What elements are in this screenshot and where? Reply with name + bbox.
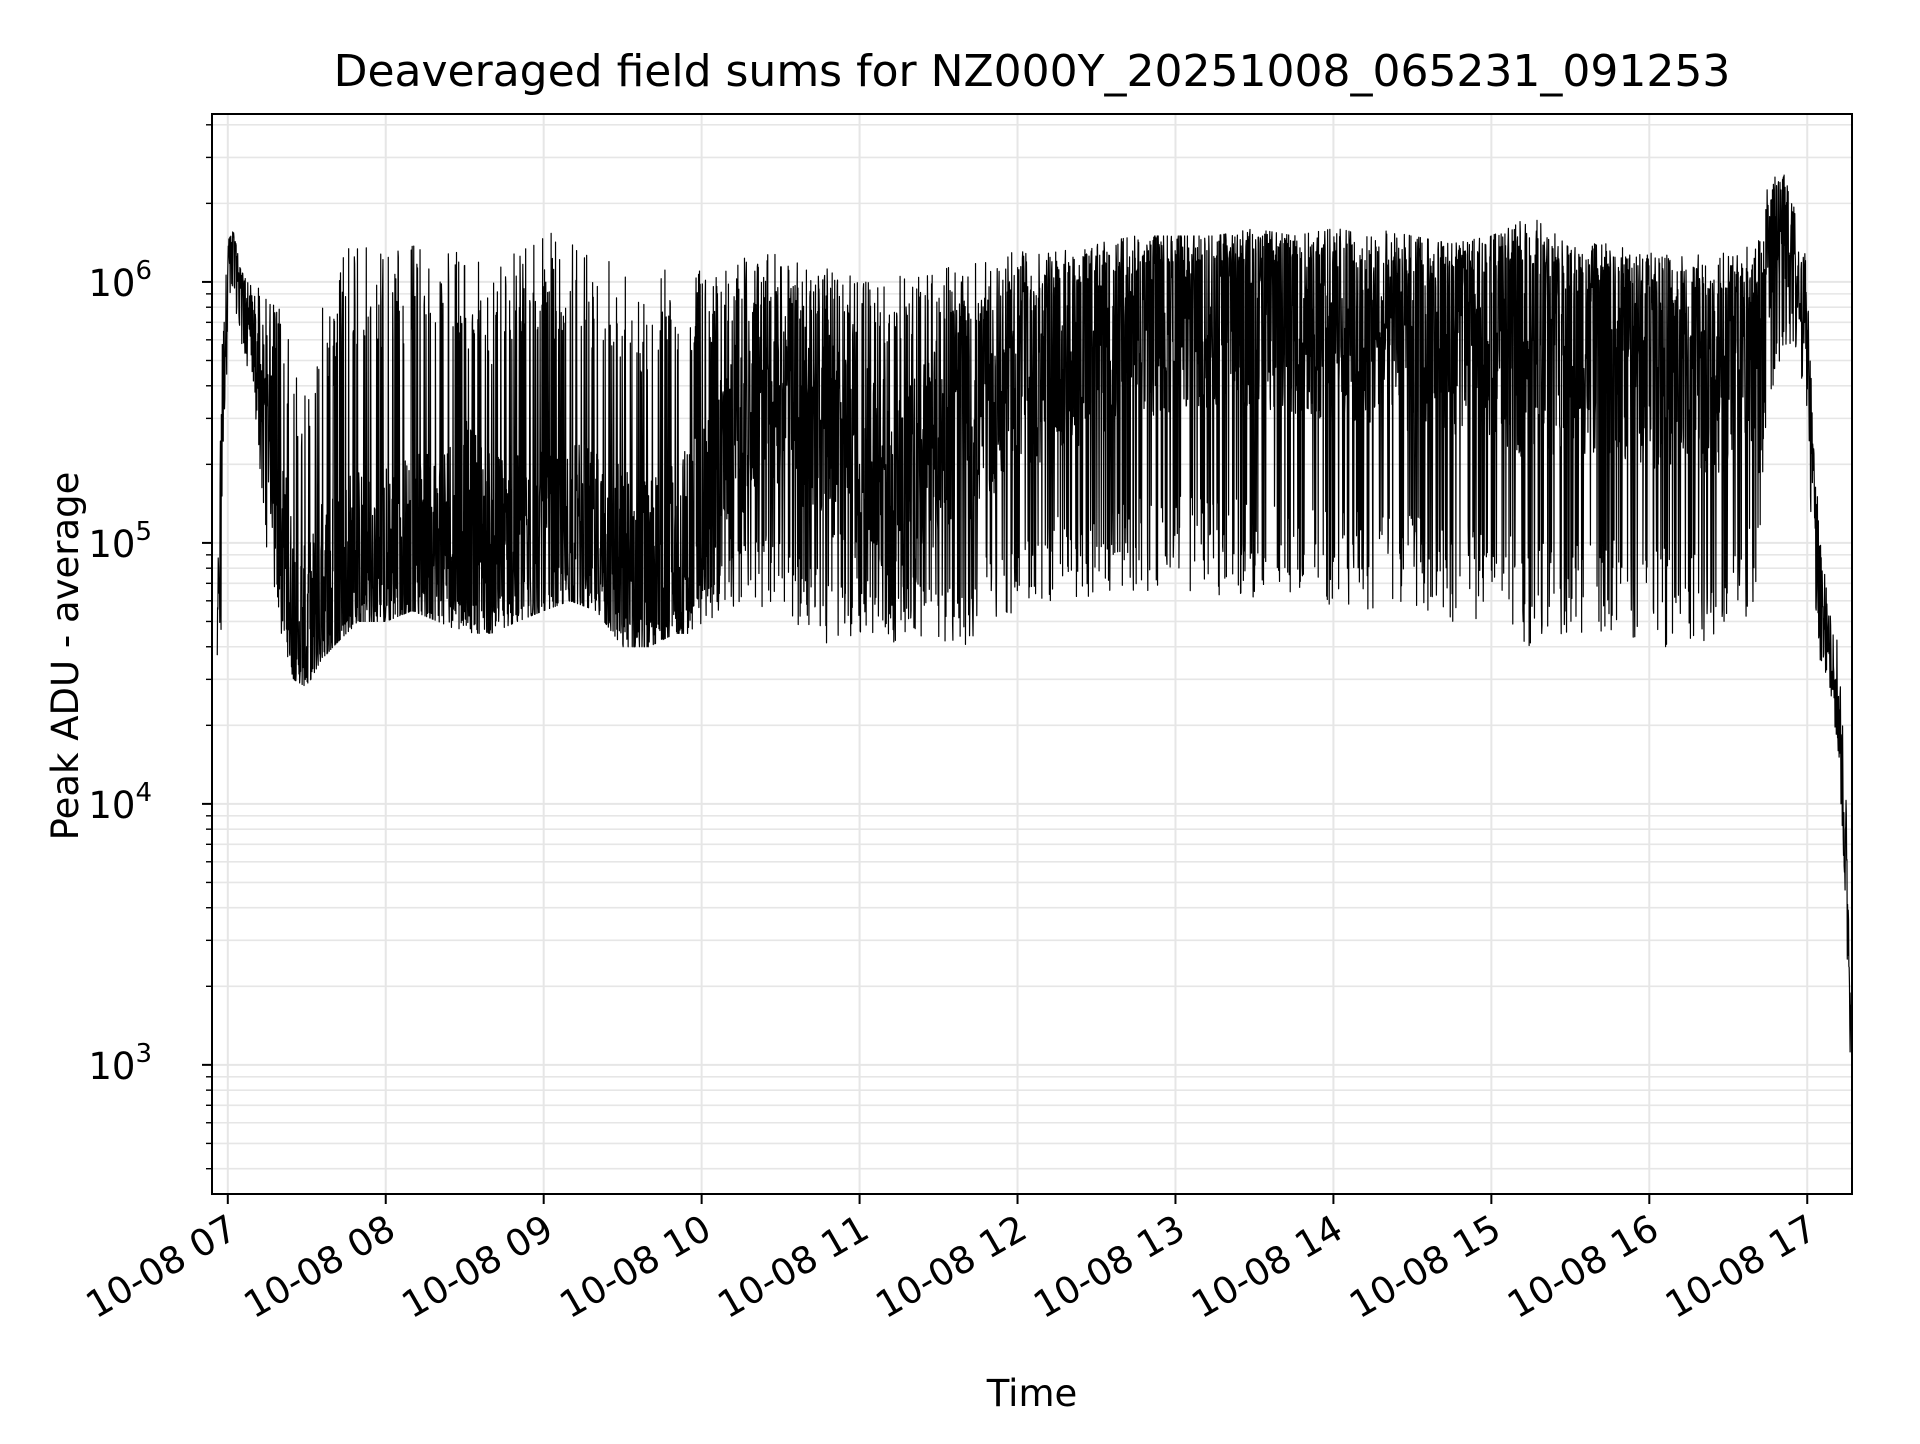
y-tick-label: 106 <box>88 256 152 305</box>
x-axis-label: Time <box>986 1372 1078 1415</box>
y-tick-label: 104 <box>88 778 152 827</box>
y-tick-label: 105 <box>88 517 152 566</box>
plot-frame <box>211 113 1853 1195</box>
series-layer <box>216 174 1853 1123</box>
x-tick-label: 10-08 09 <box>395 1207 561 1327</box>
chart-title: Deaveraged field sums for NZ000Y_2025100… <box>334 46 1731 97</box>
y-tick-label: 103 <box>88 1039 152 1088</box>
x-tick-label: 10-08 10 <box>553 1207 719 1327</box>
x-tick-label: 10-08 14 <box>1184 1207 1350 1327</box>
x-tick-label: 10-08 08 <box>237 1207 403 1327</box>
series-line <box>216 174 1853 1123</box>
x-tick-label: 10-08 16 <box>1500 1207 1666 1327</box>
x-tick-label: 10-08 13 <box>1026 1207 1192 1327</box>
x-tick-label: 10-08 17 <box>1658 1207 1824 1327</box>
x-tick-label: 10-08 11 <box>711 1207 877 1327</box>
y-axis-label: Peak ADU - average <box>44 472 87 841</box>
x-tick-label: 10-08 07 <box>79 1207 245 1327</box>
x-tick-label: 10-08 15 <box>1342 1207 1508 1327</box>
x-tick-label: 10-08 12 <box>868 1207 1034 1327</box>
